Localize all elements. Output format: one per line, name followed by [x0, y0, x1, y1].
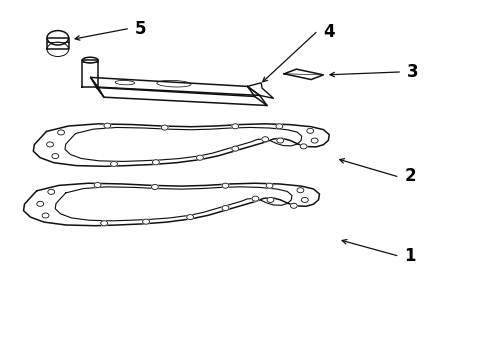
Circle shape [276, 124, 283, 129]
Circle shape [104, 123, 111, 128]
Circle shape [42, 213, 49, 218]
Circle shape [291, 203, 297, 208]
Circle shape [94, 183, 101, 188]
Circle shape [232, 146, 239, 151]
Text: 1: 1 [404, 247, 416, 265]
Circle shape [300, 144, 307, 149]
Text: 4: 4 [323, 23, 335, 41]
Circle shape [266, 183, 273, 188]
Circle shape [307, 128, 314, 133]
Circle shape [143, 219, 149, 224]
Circle shape [301, 197, 308, 202]
Circle shape [222, 206, 229, 211]
Circle shape [196, 155, 203, 160]
Circle shape [58, 130, 65, 135]
Circle shape [151, 184, 158, 189]
Circle shape [152, 160, 159, 165]
Circle shape [222, 183, 229, 188]
Text: 3: 3 [407, 63, 418, 81]
Circle shape [187, 215, 194, 220]
Circle shape [111, 161, 118, 166]
Circle shape [52, 154, 59, 159]
Circle shape [267, 197, 274, 202]
Circle shape [101, 221, 108, 226]
Circle shape [252, 196, 259, 201]
Text: 5: 5 [135, 20, 146, 38]
Text: 2: 2 [404, 167, 416, 185]
Circle shape [311, 138, 318, 143]
Circle shape [161, 125, 168, 130]
Circle shape [37, 201, 44, 206]
Circle shape [277, 138, 284, 143]
Circle shape [232, 124, 239, 129]
Circle shape [47, 142, 53, 147]
Circle shape [297, 188, 304, 193]
Circle shape [48, 189, 55, 194]
Circle shape [262, 137, 269, 142]
